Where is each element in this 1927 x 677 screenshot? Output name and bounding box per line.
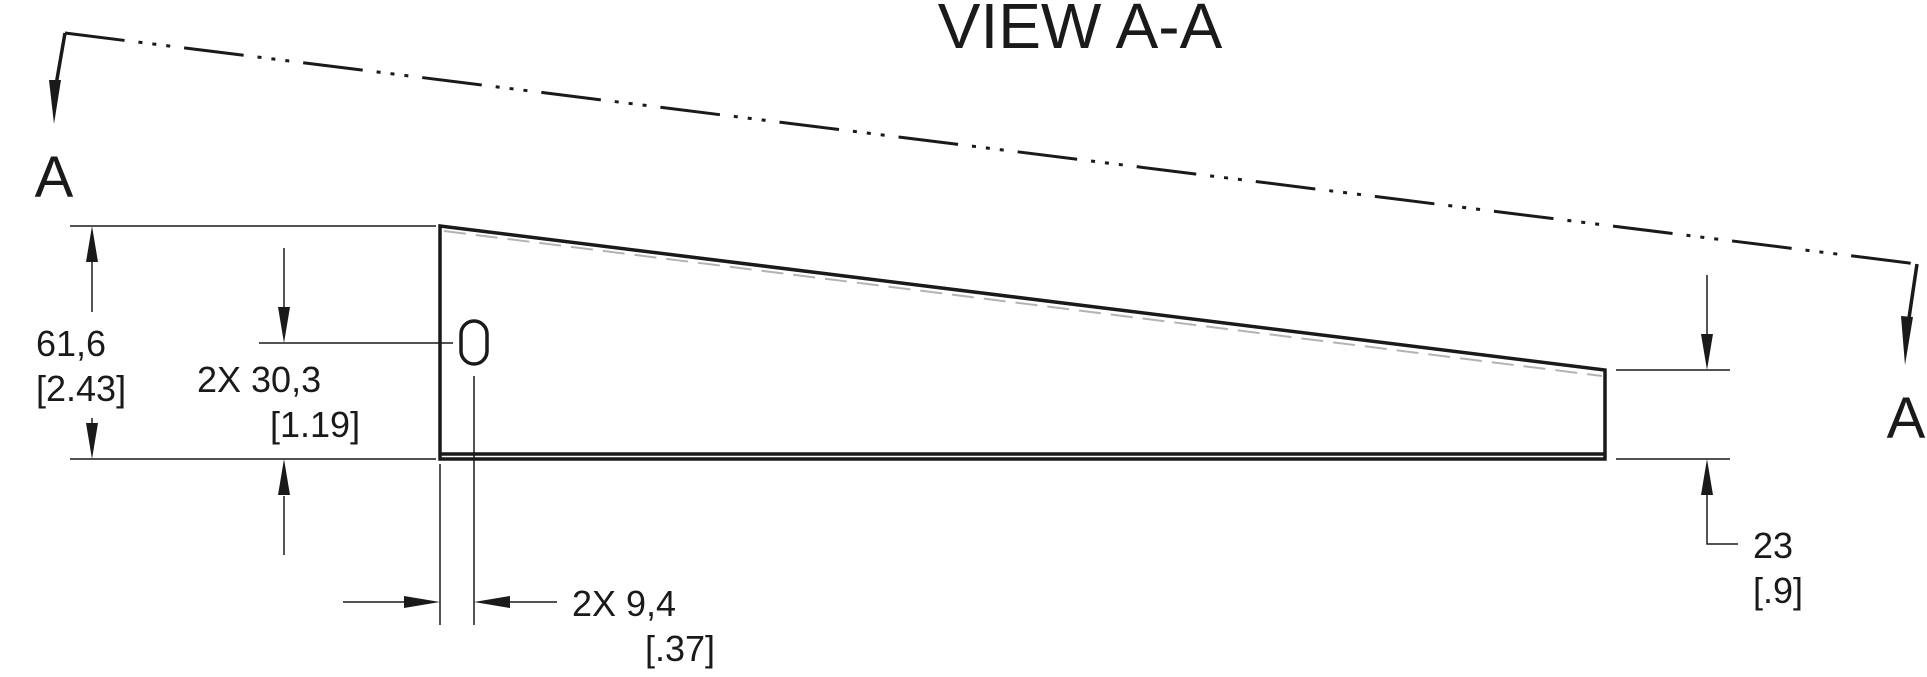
slot-arrowhead-down <box>278 307 290 343</box>
overall-height-imperial: [2.43] <box>36 368 126 409</box>
cutting-plane-path <box>64 31 1918 266</box>
slot-width-imperial: [.37] <box>645 628 715 669</box>
slot-width-metric: 2X 9,4 <box>572 583 676 624</box>
hidden-line <box>443 230 1603 377</box>
slot-height-imperial: [1.19] <box>270 404 360 445</box>
cutting-plane-line <box>49 31 1919 365</box>
part-outline <box>438 224 1607 461</box>
cutting-plane-right-leg <box>1907 263 1919 319</box>
width-arrowhead-right <box>404 596 440 608</box>
dim-slot-width <box>343 376 557 625</box>
section-label-right: A <box>1887 386 1926 451</box>
part-profile <box>438 224 1607 461</box>
dim-slot-height <box>259 248 453 555</box>
overall-height-metric: 61,6 <box>36 323 106 364</box>
end-dim-leader <box>1706 493 1738 545</box>
end-height-imperial: [.9] <box>1753 570 1803 611</box>
section-arrow-right <box>1901 316 1913 365</box>
arrowhead-up <box>86 226 98 262</box>
view-title: VIEW A-A <box>938 0 1223 62</box>
section-label-left: A <box>35 145 74 210</box>
dim-overall-height <box>70 225 436 460</box>
end-arrowhead-up <box>1701 459 1713 495</box>
slot-arrowhead-up <box>278 459 290 495</box>
slot-height-metric: 2X 30,3 <box>197 359 321 400</box>
dim-end-height <box>1616 275 1738 545</box>
section-arrow-left <box>49 80 61 124</box>
width-arrowhead-left <box>474 596 510 608</box>
slot-feature <box>459 319 489 366</box>
cutting-plane-left-leg <box>54 32 67 86</box>
end-arrowhead-down <box>1701 334 1713 370</box>
arrowhead-down <box>86 423 98 459</box>
end-height-metric: 23 <box>1753 525 1793 566</box>
